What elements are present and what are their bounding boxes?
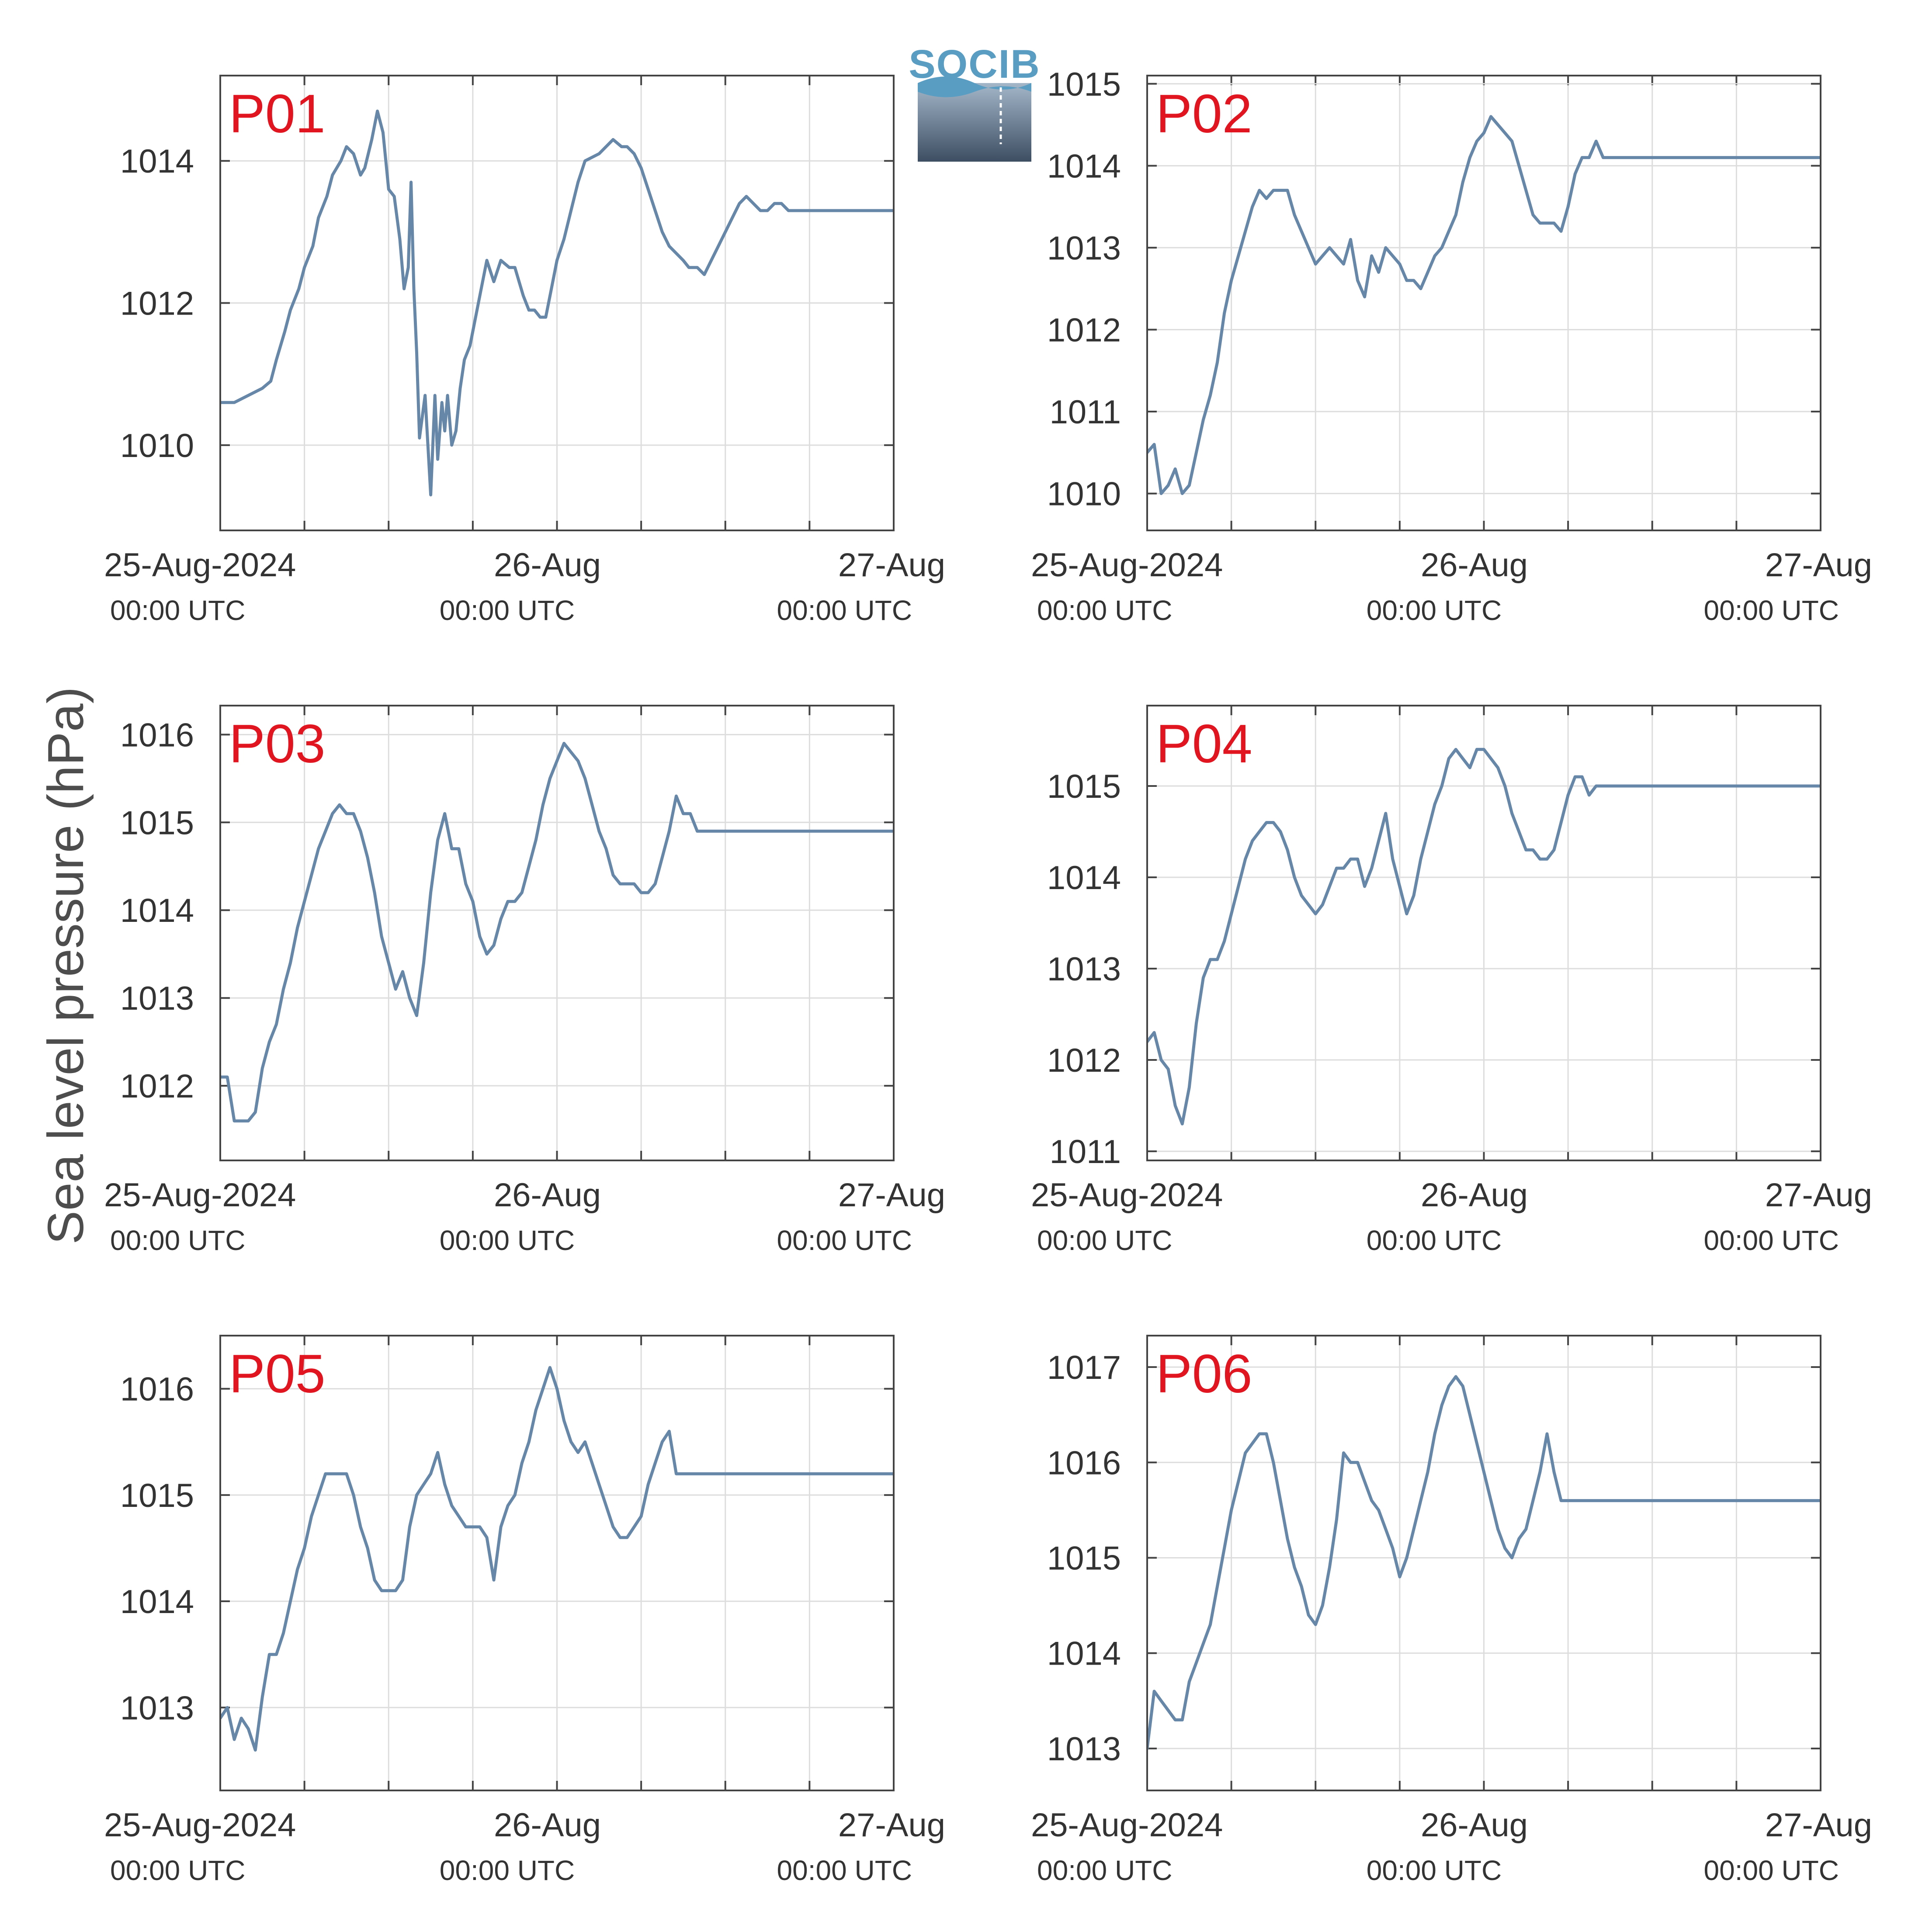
x-tick-sublabel: 00:00 UTC: [440, 1855, 575, 1886]
x-tick-label: 26-Aug: [494, 1177, 601, 1214]
chart-panel-p06: 1013 1014 1015 1016 1017 25-Aug-2024 00:00 UTC…: [1031, 1335, 1872, 1886]
y-tick-label: 1014: [1047, 859, 1121, 897]
socib-logo: SOCIB: [909, 42, 1040, 162]
y-tick-label: 1011: [1050, 394, 1121, 431]
x-tick-label: 26-Aug: [1421, 547, 1528, 584]
x-tick-sublabel: 00:00 UTC: [110, 1225, 245, 1256]
chart-panel-p03: 1012 1013 1014 1015 1016 25-Aug-2024 00:00 UTC…: [104, 705, 945, 1256]
x-tick-sublabel: 00:00 UTC: [1037, 1225, 1172, 1256]
x-tick-sublabel: 00:00 UTC: [1704, 1225, 1839, 1256]
y-tick-label: 1016: [120, 717, 194, 754]
pressure-line-p06: [1147, 1375, 1821, 1750]
x-tick-sublabel: 00:00 UTC: [440, 595, 575, 626]
x-tick-label: 25-Aug-2024: [104, 547, 296, 584]
x-tick-label: 25-Aug-2024: [1031, 547, 1223, 584]
panel-label: P06: [1156, 1344, 1252, 1404]
y-tick-label: 1014: [120, 892, 194, 929]
x-tick-sublabel: 00:00 UTC: [1367, 595, 1502, 626]
x-tick-label: 25-Aug-2024: [104, 1177, 296, 1214]
y-tick-label: 1015: [1047, 768, 1121, 805]
y-tick-label: 1015: [1047, 1540, 1121, 1577]
pressure-line-p01: [220, 109, 894, 497]
x-tick-sublabel: 00:00 UTC: [1367, 1225, 1502, 1256]
x-tick-label: 27-Aug: [838, 1807, 945, 1844]
y-tick-label: 1012: [1047, 1042, 1121, 1079]
panel-label: P01: [229, 84, 326, 144]
x-tick-sublabel: 00:00 UTC: [440, 1225, 575, 1256]
chart-panel-p01: 1010 1012 1014 25-Aug-2024 00:00 UTC 26-Aug 00…: [104, 75, 945, 626]
y-tick-label: 1016: [1047, 1444, 1121, 1482]
y-tick-label: 1015: [1047, 66, 1121, 103]
y-tick-label: 1015: [120, 1477, 194, 1514]
y-tick-label: 1013: [1047, 230, 1121, 267]
y-tick-label: 1011: [1050, 1133, 1121, 1170]
y-tick-label: 1010: [1047, 476, 1121, 513]
y-tick-label: 1010: [120, 427, 194, 464]
y-axis-label: Sea level pressure (hPa): [37, 687, 94, 1245]
x-tick-sublabel: 00:00 UTC: [1704, 595, 1839, 626]
plot-frame: [1146, 1335, 1821, 1791]
x-tick-label: 25-Aug-2024: [1031, 1807, 1223, 1844]
logo-text: SOCIB: [909, 42, 1040, 87]
chart-panel-p04: 1011 1012 1013 1014 1015 25-Aug-2024 00:00 UTC…: [1031, 705, 1872, 1256]
y-tick-label: 1014: [1047, 1635, 1121, 1672]
y-tick-label: 1013: [1047, 1731, 1121, 1768]
plot-frame: [219, 75, 895, 531]
x-tick-label: 26-Aug: [494, 1807, 601, 1844]
x-tick-label: 27-Aug: [838, 547, 945, 584]
pressure-line-p02: [1147, 115, 1821, 495]
x-tick-label: 27-Aug: [1765, 547, 1872, 584]
y-tick-label: 1017: [1047, 1349, 1121, 1386]
x-tick-sublabel: 00:00 UTC: [1037, 595, 1172, 626]
x-tick-sublabel: 00:00 UTC: [777, 595, 912, 626]
plot-frame: [219, 705, 895, 1161]
panel-label: P04: [1156, 714, 1252, 774]
x-tick-label: 27-Aug: [1765, 1177, 1872, 1214]
pressure-line-p04: [1147, 748, 1821, 1125]
x-tick-label: 25-Aug-2024: [1031, 1177, 1223, 1214]
y-tick-label: 1012: [120, 285, 194, 322]
x-tick-label: 26-Aug: [494, 547, 601, 584]
x-tick-sublabel: 00:00 UTC: [110, 1855, 245, 1886]
plot-frame: [1146, 705, 1821, 1161]
y-tick-label: 1016: [120, 1371, 194, 1408]
x-tick-sublabel: 00:00 UTC: [1704, 1855, 1839, 1886]
x-tick-label: 25-Aug-2024: [104, 1807, 296, 1844]
x-tick-label: 27-Aug: [1765, 1807, 1872, 1844]
x-tick-sublabel: 00:00 UTC: [1037, 1855, 1172, 1886]
panel-label: P05: [229, 1344, 326, 1404]
y-tick-label: 1013: [120, 980, 194, 1017]
plot-frame: [219, 1335, 895, 1791]
plot-frame: [1146, 75, 1821, 531]
logo-wave: [918, 76, 1031, 97]
y-tick-label: 1015: [120, 804, 194, 841]
x-tick-sublabel: 00:00 UTC: [777, 1855, 912, 1886]
x-tick-label: 27-Aug: [838, 1177, 945, 1214]
y-tick-label: 1014: [120, 143, 194, 180]
x-tick-sublabel: 00:00 UTC: [110, 595, 245, 626]
chart-panel-p05: 1013 1014 1015 1016 25-Aug-2024 00:00 UTC 26-A…: [104, 1335, 945, 1886]
pressure-line-p03: [220, 741, 894, 1123]
y-tick-label: 1014: [120, 1583, 194, 1620]
y-tick-label: 1014: [1047, 148, 1121, 185]
panel-label: P03: [229, 714, 326, 774]
y-tick-label: 1012: [1047, 312, 1121, 349]
x-tick-label: 26-Aug: [1421, 1177, 1528, 1214]
panel-label: P02: [1156, 84, 1252, 144]
chart-panel-p02: 1010 1011 1012 1013 1014 1015 25-Aug-2024 00:00…: [1031, 66, 1872, 626]
x-tick-sublabel: 00:00 UTC: [1367, 1855, 1502, 1886]
y-tick-label: 1012: [120, 1068, 194, 1105]
y-tick-label: 1013: [120, 1690, 194, 1727]
x-tick-label: 26-Aug: [1421, 1807, 1528, 1844]
pressure-line-p05: [220, 1366, 894, 1752]
x-tick-sublabel: 00:00 UTC: [777, 1225, 912, 1256]
y-tick-label: 1013: [1047, 951, 1121, 988]
